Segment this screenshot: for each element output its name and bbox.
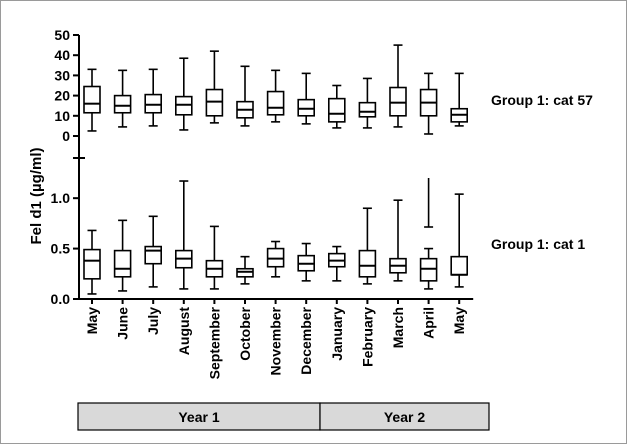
x-label-september: September [206, 306, 222, 379]
box-iqr [358, 101, 377, 118]
box-december [297, 72, 316, 125]
box-iqr [266, 247, 285, 268]
top-y-tick-label: 0 [62, 128, 70, 144]
top-y-tick-label: 10 [54, 108, 70, 124]
year-segment-box [319, 402, 490, 431]
box-iqr [419, 257, 438, 282]
x-label-february: February [359, 307, 375, 367]
box-june [113, 69, 132, 128]
box-march [389, 44, 407, 128]
box-iqr [389, 86, 407, 117]
x-label-december: December [298, 306, 314, 374]
top-y-tick-label: 40 [54, 47, 70, 63]
bottom-y-tick-label: 0.5 [51, 241, 71, 257]
box-iqr [113, 249, 132, 278]
box-iqr [83, 248, 101, 280]
box-june [113, 219, 132, 292]
box-july [144, 215, 162, 288]
x-label-january: January [329, 307, 345, 361]
x-label-july: July [145, 307, 161, 335]
box-february [358, 77, 377, 129]
y-axis-label: Fel d1 (µg/ml) [28, 148, 45, 245]
box-iqr [113, 94, 132, 114]
box-may [450, 72, 469, 127]
x-label-june: June [115, 307, 131, 340]
bottom-panel: 0.0 0.5 1.0 [51, 157, 474, 307]
box-may [83, 68, 101, 132]
year-segment-1: Year 1 [77, 402, 321, 431]
box-iqr [205, 88, 224, 117]
box-iqr [144, 93, 162, 114]
x-label-november: November [268, 306, 284, 375]
box-september [205, 225, 224, 290]
box-april [419, 247, 438, 290]
box-february [358, 207, 377, 285]
year-segment-2: Year 2 [319, 402, 490, 431]
top-y-tick-label: 20 [54, 88, 70, 104]
x-label-october: October [237, 306, 253, 360]
year-segment-label: Year 1 [178, 409, 219, 425]
bottom-y-tick-label: 0.0 [51, 291, 71, 307]
box-iqr [450, 255, 469, 276]
box-iqr [266, 90, 285, 116]
box-july [144, 68, 162, 127]
box-may [450, 193, 469, 288]
box-september [205, 50, 224, 124]
box-november [266, 69, 285, 123]
year-bar: Year 1 Year 2 [77, 402, 490, 431]
x-label-may: May [84, 307, 100, 334]
top-y-tick-label: 30 [54, 67, 70, 83]
bottom-y-tick-label: 1.0 [51, 190, 71, 206]
year-segment-label: Year 2 [384, 409, 425, 425]
box-iqr [236, 267, 254, 278]
top-panel: 0 10 20 30 40 50 [54, 27, 469, 159]
panel-label-top: Group 1: cat 57 [491, 92, 593, 108]
box-august [175, 180, 193, 290]
top-y-tick-label: 50 [54, 27, 70, 43]
box-december [297, 242, 316, 282]
box-iqr [297, 98, 316, 117]
box-may [83, 229, 101, 295]
box-iqr [175, 95, 193, 116]
x-label-august: August [176, 307, 192, 356]
box-march [389, 199, 407, 282]
box-january [327, 84, 346, 129]
box-iqr [358, 249, 377, 278]
x-label-may: May [451, 307, 467, 334]
box-april [419, 72, 438, 135]
box-october [236, 65, 254, 127]
box-iqr [144, 245, 162, 265]
box-iqr [83, 85, 101, 114]
box-october [236, 255, 254, 285]
box-november [266, 240, 285, 278]
x-axis-labels: May June July August September October Novembe… [84, 306, 467, 379]
x-label-april: April [421, 307, 437, 339]
box-august [175, 57, 193, 131]
box-january [327, 245, 346, 282]
x-label-march: March [390, 307, 406, 348]
panel-label-bottom: Group 1: cat 1 [491, 236, 585, 252]
box-iqr [327, 97, 346, 123]
